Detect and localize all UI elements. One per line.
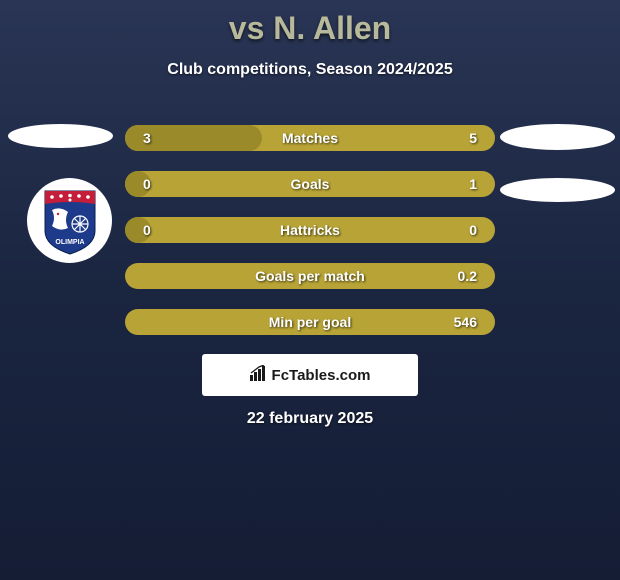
comparison-widget: vs N. Allen Club competitions, Season 20… [0, 0, 620, 580]
stat-right-value: 0 [469, 222, 477, 238]
bar-chart-icon [250, 365, 268, 386]
comparison-subtitle: Club competitions, Season 2024/2025 [0, 61, 620, 79]
stat-row: 3Matches5 [125, 118, 495, 158]
stat-row: 0Hattricks0 [125, 210, 495, 250]
comparison-date: 22 february 2025 [0, 410, 620, 428]
brand-text: FcTables.com [272, 367, 371, 384]
olimpia-shield-icon: OLIMPIA [40, 186, 100, 256]
stat-row: Min per goal546 [125, 302, 495, 342]
stat-right-value: 1 [469, 176, 477, 192]
stat-label: Goals [125, 176, 495, 192]
stat-right-value: 5 [469, 130, 477, 146]
stat-row: 0Goals1 [125, 164, 495, 204]
brand-link[interactable]: FcTables.com [202, 354, 418, 396]
player-image-placeholder-right [500, 124, 615, 150]
stat-right-value: 0.2 [458, 268, 477, 284]
stat-label: Hattricks [125, 222, 495, 238]
stat-row: Goals per match0.2 [125, 256, 495, 296]
comparison-title: vs N. Allen [0, 0, 620, 47]
stat-label: Matches [125, 130, 495, 146]
stats-container: 3Matches50Goals10Hattricks0Goals per mat… [110, 118, 510, 348]
club-image-placeholder-right [500, 178, 615, 202]
stat-label: Min per goal [125, 314, 495, 330]
club-logo-left: OLIMPIA [27, 178, 112, 263]
player-image-placeholder-left [8, 124, 113, 148]
svg-text:OLIMPIA: OLIMPIA [55, 239, 84, 246]
stat-right-value: 546 [454, 314, 477, 330]
stat-label: Goals per match [125, 268, 495, 284]
